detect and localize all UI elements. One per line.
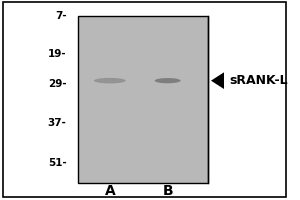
Text: 51-: 51- <box>48 158 67 168</box>
Text: B: B <box>162 184 173 198</box>
Text: 29-: 29- <box>48 79 67 89</box>
Text: A: A <box>104 184 115 198</box>
Text: 37-: 37- <box>48 118 67 128</box>
Polygon shape <box>211 72 224 89</box>
Text: 7-: 7- <box>55 11 67 21</box>
Text: 19-: 19- <box>48 49 67 59</box>
Text: sRANK-L: sRANK-L <box>230 74 288 87</box>
Bar <box>78 16 208 183</box>
Ellipse shape <box>94 78 126 83</box>
Ellipse shape <box>154 78 181 83</box>
